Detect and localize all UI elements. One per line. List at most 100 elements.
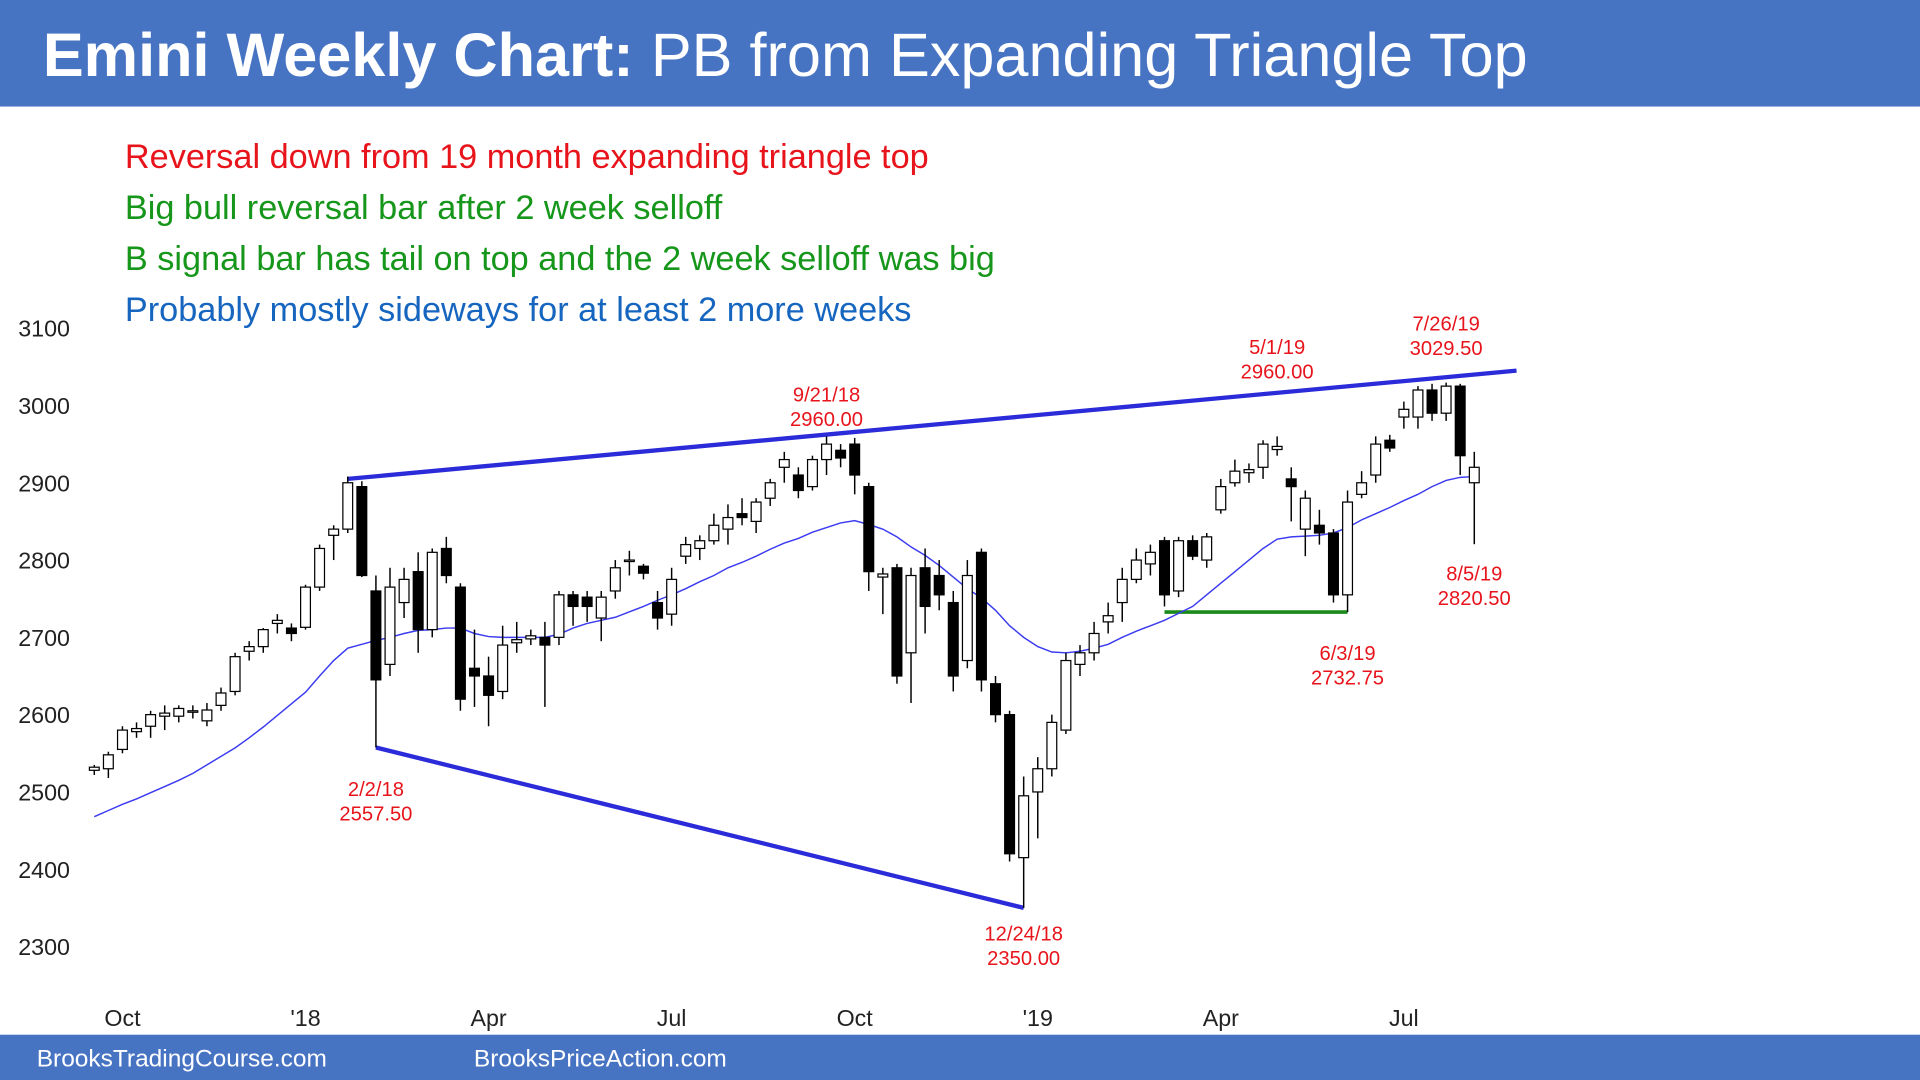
moving-average [93,475,1475,818]
candle-body [567,594,579,608]
candle-body [145,714,157,727]
annotation-date: 6/3/19 [1319,643,1375,665]
candle-body [652,601,664,619]
annotation-date: 8/5/19 [1446,563,1502,585]
candle-body [229,656,241,693]
annotation-date: 9/21/18 [793,385,860,407]
x-tick-label: Jul [1389,1005,1419,1031]
candle-body [806,458,818,488]
annotation-date: 7/26/19 [1412,314,1479,336]
candle-body [905,574,917,654]
candle-body [1018,795,1030,859]
candle-body [1299,497,1311,530]
candle-body [1327,532,1339,596]
y-tick-label: 2700 [18,625,70,651]
candle-body [1384,439,1396,449]
candle-body [947,601,959,677]
candle-body [778,458,790,468]
candle-body [1102,615,1114,623]
candle-body [257,629,269,648]
candle-body [159,712,171,717]
candle-body [680,543,692,557]
candle-body [201,709,213,722]
annotation-value: 2350.00 [987,948,1060,970]
candle-body [271,619,283,625]
x-tick-label: Apr [470,1005,506,1031]
candle-body [975,551,987,681]
candle-body [440,547,452,577]
y-tick-label: 2900 [18,470,70,496]
plot: 2300 2400 2500 2600 2700 2800 2900 3000 3100 Oct '… [18,314,1517,1031]
candle-body [553,594,565,638]
y-tick-label: 2400 [18,857,70,883]
candle-body [637,565,649,574]
trend-line [375,745,1025,910]
candle-body [891,567,903,677]
candle-body [736,513,748,519]
y-tick-label: 3000 [18,393,70,419]
candle-body [1201,536,1213,561]
candle-body [1158,540,1171,596]
candle-body [398,578,410,604]
candle-body [877,573,889,578]
candle-body [1440,385,1452,414]
candle-body [722,516,734,530]
candle-body [1285,478,1297,488]
notes: Reversal down from 19 month expanding tr… [125,138,995,329]
candle-body [750,501,762,523]
y-tick-label: 2600 [18,702,70,728]
x-tick-label: Oct [104,1005,141,1031]
candle-body [1215,486,1227,511]
candle-body [1173,540,1185,592]
y-tick-label: 3100 [18,316,70,342]
trend-line [347,368,1517,482]
title-rest: PB from Expanding Triangle Top [651,21,1528,89]
candle-body [595,596,607,619]
candle-body [1468,466,1480,484]
title-bold: Emini Weekly Chart: [43,21,634,89]
candle-body [102,754,114,770]
note: B signal bar has tail on top and the 2 w… [125,240,995,278]
annotation-value: 2732.75 [1311,667,1384,689]
candle-body [426,551,438,631]
y-tick-label: 2800 [18,548,70,574]
candle-body [1060,659,1072,731]
note: Reversal down from 19 month expanding tr… [125,138,929,176]
x-tick-label: '18 [290,1005,320,1031]
candle-body [314,547,326,588]
candle-body [300,586,312,628]
x-tick-label: Oct [837,1005,874,1031]
candle-body [1356,482,1368,495]
candle-body [919,567,931,608]
candle-body [708,524,720,542]
candle-body [821,443,833,461]
candle-body [1398,408,1410,418]
candle-body [863,486,875,573]
candle-body [384,586,396,666]
candle-body [1144,551,1156,565]
candle-body [933,574,945,596]
candle-body [849,443,861,476]
candle-body [1229,470,1241,484]
candle-body [990,683,1002,716]
candle-body [764,482,776,499]
candle-body [215,692,227,706]
candle-body [370,590,382,681]
candle-body [1454,385,1466,457]
note: Probably mostly sideways for at least 2 … [125,291,912,329]
candle-body [412,571,424,631]
candle-body [243,646,255,652]
candle-body [1342,501,1354,596]
annotation-value: 2960.00 [1241,361,1314,383]
candle-body [342,482,354,530]
annotation-date: 2/2/18 [348,779,404,801]
candle-body [511,639,523,644]
candle-body [581,596,593,608]
candle-body [454,586,466,700]
footer-left: BrooksTradingCourse.com [37,1046,327,1073]
candle-body [1370,443,1382,476]
candle-body [1032,768,1044,793]
candle-body [835,449,847,459]
